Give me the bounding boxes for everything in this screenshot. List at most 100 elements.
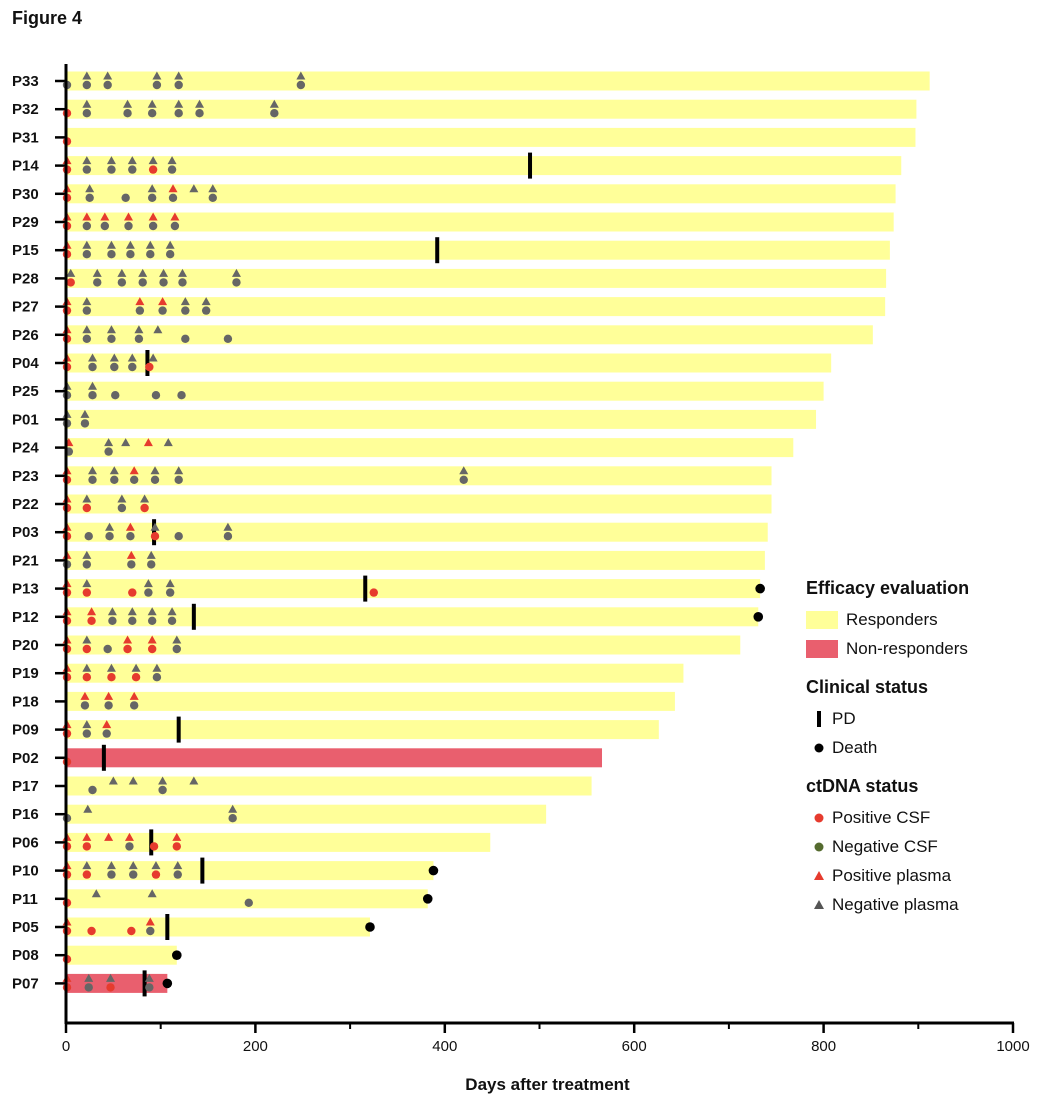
plasma-point-p10-3 [128,861,138,870]
row-label-p11: P11 [12,891,38,908]
csf-point-p14-4 [148,165,158,174]
plasma-point-p03-4 [223,522,233,531]
row-label-p01: P01 [12,411,39,428]
positive-plasma-icon [806,870,832,882]
bar-p11 [66,889,428,909]
row-label-p05: P05 [12,919,39,936]
legend-neg-plasma-label: Negative plasma [832,894,959,914]
csf-point-p32-5 [195,109,204,118]
csf-point-p10-3 [129,870,138,879]
plasma-point-p10-4 [151,861,161,870]
csf-point-p28-6 [232,278,241,287]
row-label-p28: P28 [12,270,39,287]
csf-point-p20-3 [123,644,132,654]
row-label-p25: P25 [12,383,39,400]
plasma-point-p29-3 [124,212,134,221]
plasma-point-p11-0 [91,889,101,898]
pd-marker-p14 [528,152,533,179]
csf-point-p12-5 [167,616,177,625]
csf-point-p03-2 [105,532,114,541]
csf-point-p26-5 [223,334,233,343]
plasma-point-p22-1 [82,494,92,503]
plasma-point-p23-5 [174,466,184,475]
plasma-point-p28-4 [159,268,169,277]
csf-point-p21-1 [82,560,92,569]
bar-p13 [66,579,761,599]
plasma-point-p14-4 [148,156,158,165]
plasma-point-p28-0 [66,268,76,277]
plasma-point-p21-2 [126,550,136,559]
csf-point-p23-5 [174,475,183,484]
csf-point-p18-1 [104,701,113,710]
death-marker-p08 [171,950,182,960]
plasma-point-p11-1 [147,889,157,898]
csf-point-p15-4 [146,250,155,259]
bar-p25 [66,381,824,401]
plasma-point-p28-5 [177,268,187,277]
plasma-point-p19-4 [152,663,162,672]
plasma-point-p30-4 [189,184,199,193]
csf-point-p12-1 [87,616,96,625]
plasma-point-p24-1 [104,438,114,447]
csf-point-p28-0 [66,278,75,287]
row-label-p24: P24 [12,440,39,457]
row-label-p20: P20 [12,637,39,654]
csf-point-p30-2 [121,193,130,202]
plasma-point-p10-5 [173,861,183,870]
plasma-point-p15-2 [106,240,116,249]
plasma-point-p27-2 [135,297,145,306]
csf-point-p23-4 [150,475,160,484]
plasma-point-p14-1 [82,156,92,165]
plasma-point-p32-4 [195,99,205,108]
row-label-p07: P07 [12,975,39,992]
plasma-point-p20-3 [147,635,157,644]
plasma-point-p33-4 [296,71,306,80]
row-label-p04: P04 [12,355,39,372]
bar-p23 [66,466,772,486]
csf-point-p23-1 [88,475,97,484]
death-marker-p11 [422,894,433,904]
csf-point-p28-2 [117,278,127,287]
csf-point-p19-3 [131,673,141,682]
csf-point-p29-3 [124,221,133,231]
plasma-point-p10-2 [106,861,116,870]
plasma-point-p25-1 [88,381,98,390]
plasma-point-p27-1 [82,297,92,306]
plasma-point-p04-3 [127,353,137,362]
row-label-p23: P23 [12,468,39,485]
plasma-point-p20-1 [82,635,92,644]
csf-point-p32-3 [147,109,157,118]
csf-point-p04-1 [88,362,97,372]
plasma-point-p23-6 [459,466,469,475]
pd-bar-icon [806,710,832,728]
csf-point-p03-5 [174,532,183,541]
csf-point-p12-2 [108,616,117,625]
bar-p03 [66,522,768,542]
row-label-p10: P10 [12,863,39,880]
plasma-point-p27-5 [201,297,211,306]
plasma-point-p07-3 [144,973,154,982]
csf-point-p15-2 [107,250,116,259]
row-label-p14: P14 [12,158,39,175]
plasma-point-p03-1 [105,522,115,531]
plasma-point-p17-0 [108,776,118,785]
bar-p24 [66,438,794,458]
bar-p22 [66,494,772,514]
csf-point-p13-5 [369,588,378,597]
csf-point-p25-3 [151,391,161,400]
plasma-point-p23-3 [129,466,139,475]
legend-pd: PD [806,704,1041,733]
csf-point-p30-1 [85,193,94,202]
legend-non-responders-label: Non-responders [846,638,968,658]
bar-p09 [66,720,659,740]
legend-pos-plasma: Positive plasma [806,861,1041,890]
csf-point-p25-2 [111,391,120,400]
pd-marker-p04 [145,350,150,376]
bar-p28 [66,268,887,288]
row-label-p09: P09 [12,722,39,739]
plasma-point-p20-4 [172,635,182,644]
bar-p16 [66,804,547,824]
csf-point-p13-3 [144,588,153,597]
bar-p02 [66,748,603,768]
